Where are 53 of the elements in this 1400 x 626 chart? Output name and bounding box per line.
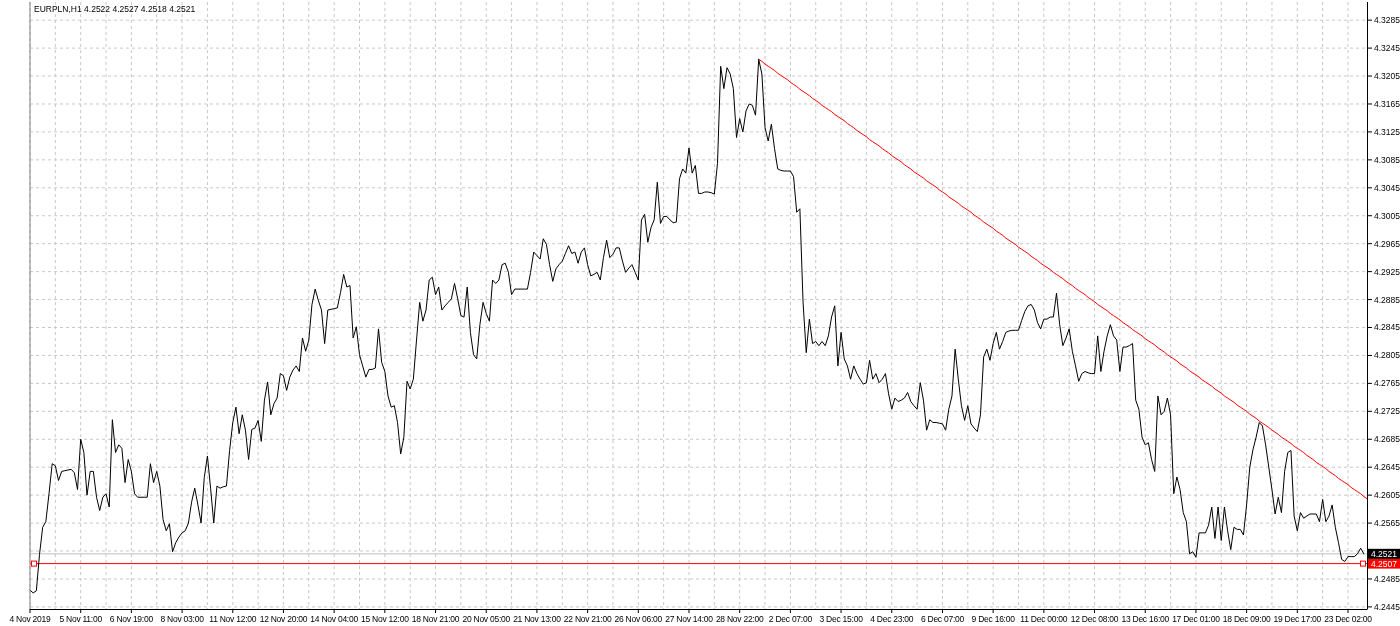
x-tick-label: 6 Dec 07:00 xyxy=(920,614,965,624)
x-tick-label: 27 Nov 14:00 xyxy=(665,614,714,624)
x-tick-label: 28 Nov 22:00 xyxy=(715,614,764,624)
x-tick-label: 4 Nov 2019 xyxy=(9,614,52,624)
y-tick-label: 4.3245 xyxy=(1374,43,1400,54)
y-tick-label: 4.3085 xyxy=(1374,154,1400,165)
y-tick-label: 4.2845 xyxy=(1374,322,1400,333)
x-tick-label: 12 Dec 08:00 xyxy=(1070,614,1119,624)
x-tick-label: 9 Dec 16:00 xyxy=(971,614,1016,624)
x-tick-label: 2 Dec 07:00 xyxy=(768,614,813,624)
x-tick-label: 6 Nov 19:00 xyxy=(109,614,154,624)
x-tick-label: 18 Dec 09:00 xyxy=(1222,614,1271,624)
x-tick-label: 19 Dec 17:00 xyxy=(1273,614,1322,624)
x-tick-label: 18 Nov 21:00 xyxy=(411,614,460,624)
y-tick-label: 4.2725 xyxy=(1374,406,1400,417)
y-tick-label: 4.3005 xyxy=(1374,210,1400,221)
line-series xyxy=(758,58,1368,500)
y-tick-label: 4.2645 xyxy=(1374,462,1400,473)
annotation: 4.2521 xyxy=(1371,548,1398,559)
line-series xyxy=(29,58,1365,594)
x-tick-label: 22 Nov 21:00 xyxy=(563,614,612,624)
y-tick-label: 4.2965 xyxy=(1374,238,1400,249)
x-tick-label: 3 Dec 15:00 xyxy=(819,614,864,624)
x-tick-label: 26 Nov 06:00 xyxy=(614,614,663,624)
chart-title: EURPLN,H1 4.2522 4.2527 4.2518 4.2521 xyxy=(34,4,196,14)
x-tick-label: 4 Dec 23:00 xyxy=(870,614,914,624)
y-tick-label: 4.3205 xyxy=(1374,71,1400,82)
y-tick-label: 4.3285 xyxy=(1374,15,1400,26)
x-tick-label: 15 Nov 12:00 xyxy=(361,614,410,624)
y-tick-label: 4.3165 xyxy=(1374,98,1400,109)
y-tick-label: 4.2565 xyxy=(1374,518,1400,529)
y-tick-label: 4.2805 xyxy=(1374,350,1400,361)
y-tick-label: 4.2925 xyxy=(1374,266,1400,277)
x-tick-label: 12 Nov 20:00 xyxy=(259,614,308,624)
x-tick-label: 13 Dec 16:00 xyxy=(1121,614,1170,624)
x-tick-label: 20 Nov 05:00 xyxy=(462,614,511,624)
y-tick-label: 4.2445 xyxy=(1374,601,1400,612)
x-tick-label: 5 Nov 11:00 xyxy=(59,614,103,624)
y-tick-label: 4.3125 xyxy=(1374,126,1400,137)
x-tick-label: 23 Dec 02:00 xyxy=(1324,614,1373,624)
y-tick-label: 4.2885 xyxy=(1374,294,1400,305)
y-tick-label: 4.2765 xyxy=(1374,378,1400,389)
x-tick-label: 11 Nov 12:00 xyxy=(209,614,257,624)
y-tick-label: 4.3045 xyxy=(1374,182,1400,193)
y-tick-label: 4.2605 xyxy=(1374,490,1400,501)
x-tick-label: 17 Dec 01:00 xyxy=(1172,614,1221,624)
y-tick-label: 4.2485 xyxy=(1374,573,1400,584)
ref-line-label: 4.2507 xyxy=(1371,558,1398,569)
y-tick-label: 4.2685 xyxy=(1374,434,1400,445)
x-tick-label: 14 Nov 04:00 xyxy=(310,614,359,624)
x-tick-label: 21 Nov 13:00 xyxy=(513,614,562,624)
x-tick-label: 8 Nov 03:00 xyxy=(160,614,205,624)
x-tick-label: 11 Dec 00:00 xyxy=(1020,614,1068,624)
